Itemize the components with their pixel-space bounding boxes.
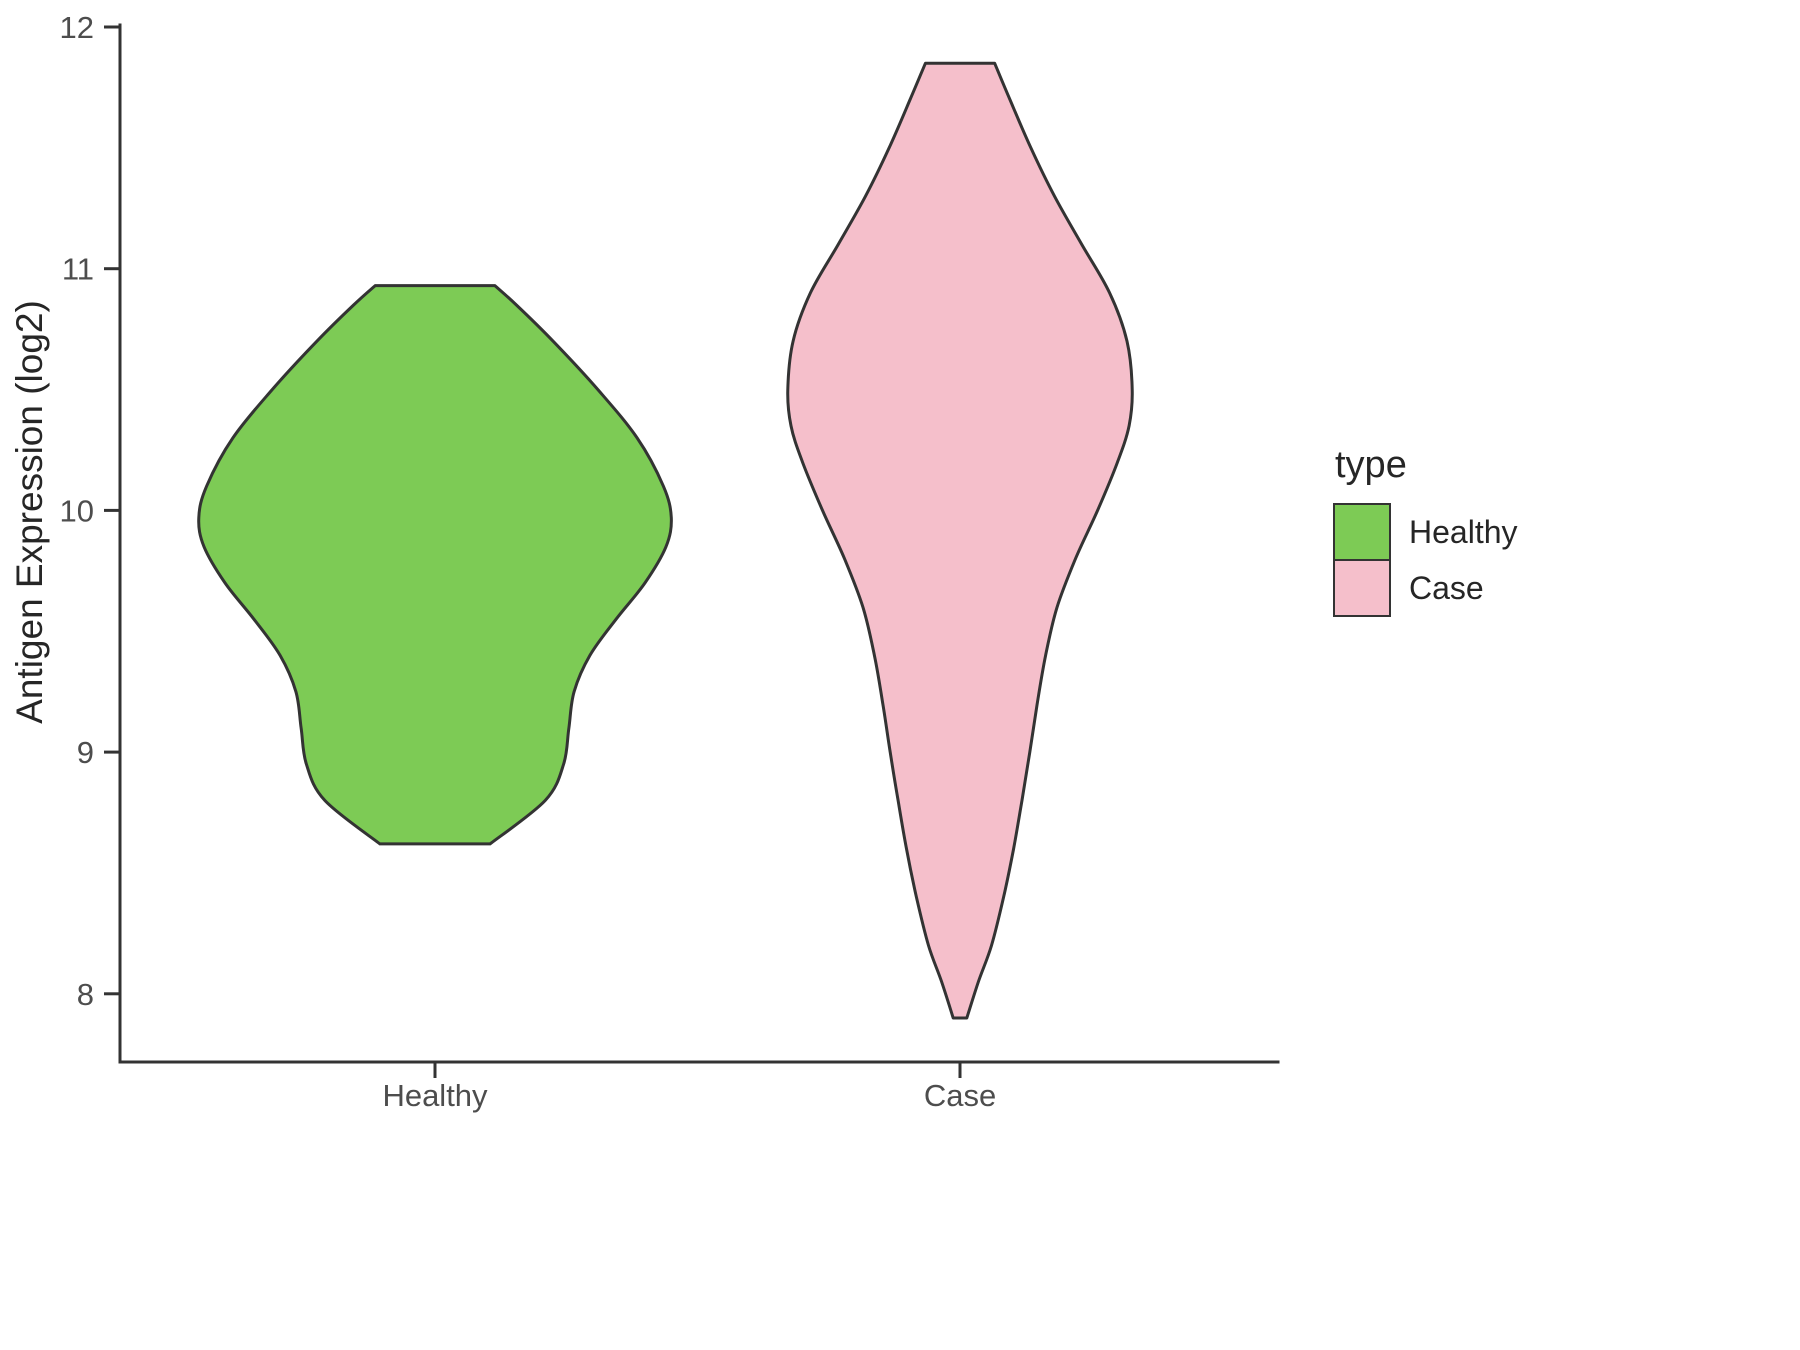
y-tick-label: 8 xyxy=(77,977,94,1012)
y-tick-label: 11 xyxy=(62,252,94,287)
legend: type Healthy Case xyxy=(1333,444,1518,617)
legend-item-label: Healthy xyxy=(1409,513,1518,550)
legend-item: Case xyxy=(1333,559,1518,617)
legend-swatch xyxy=(1333,503,1391,561)
x-category-label: Healthy xyxy=(382,1078,488,1113)
y-tick-label: 10 xyxy=(60,493,94,528)
axes-layer: 8 9 10 11 12 Healthy Case xyxy=(60,10,1280,1113)
violin-healthy xyxy=(197,284,673,846)
legend-item-label: Case xyxy=(1409,569,1484,606)
y-tick-label: 9 xyxy=(77,735,94,770)
legend-item: Healthy xyxy=(1333,503,1518,561)
violins-layer xyxy=(197,61,1134,1020)
axis-lines xyxy=(118,23,1280,1064)
y-tick-label: 12 xyxy=(60,10,94,45)
violin-case xyxy=(786,61,1134,1020)
y-axis-title: Antigen Expression (log2) xyxy=(9,300,50,724)
x-category-label: Case xyxy=(924,1078,996,1113)
legend-swatch xyxy=(1333,559,1391,617)
legend-items: Healthy Case xyxy=(1333,503,1518,617)
legend-title: type xyxy=(1335,444,1407,486)
